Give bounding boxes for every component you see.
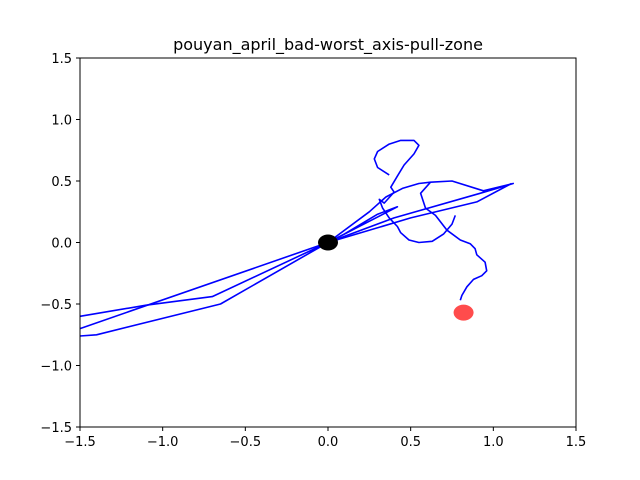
y-tick-label: −1.5 (40, 421, 72, 436)
start-point-marker (318, 234, 338, 251)
goal-point-marker (453, 304, 474, 321)
x-tick-label: 1.5 (566, 435, 587, 450)
trajectory-series-4 (419, 181, 488, 301)
y-tick-label: 0.5 (51, 175, 72, 190)
x-tick-label: −1.0 (147, 435, 179, 450)
trajectory-series-1 (79, 180, 515, 330)
y-tick-label: 0.0 (51, 237, 72, 252)
y-axis: −1.5 −1.0 −0.5 0.0 0.5 1.0 1.5 (40, 52, 80, 436)
y-tick-label: 1.5 (51, 52, 72, 67)
x-tick-label: −0.5 (230, 435, 262, 450)
x-tick-label: 0.0 (318, 435, 339, 450)
y-tick-label: 1.0 (51, 114, 72, 129)
y-tick-label: −0.5 (40, 298, 72, 313)
trajectory-series-2 (327, 182, 512, 244)
x-tick-label: −1.5 (64, 435, 96, 450)
trajectory-series-0 (79, 206, 399, 337)
trajectory-series-3 (373, 139, 457, 244)
chart-title: pouyan_april_bad-worst_axis-pull-zone (173, 35, 483, 55)
marker-layer (318, 234, 474, 321)
series-layer (79, 139, 515, 337)
x-axis: −1.5 −1.0 −0.5 0.0 0.5 1.0 1.5 (64, 427, 586, 450)
x-tick-label: 0.5 (400, 435, 421, 450)
y-tick-label: −1.0 (40, 360, 72, 375)
x-tick-label: 1.0 (483, 435, 504, 450)
